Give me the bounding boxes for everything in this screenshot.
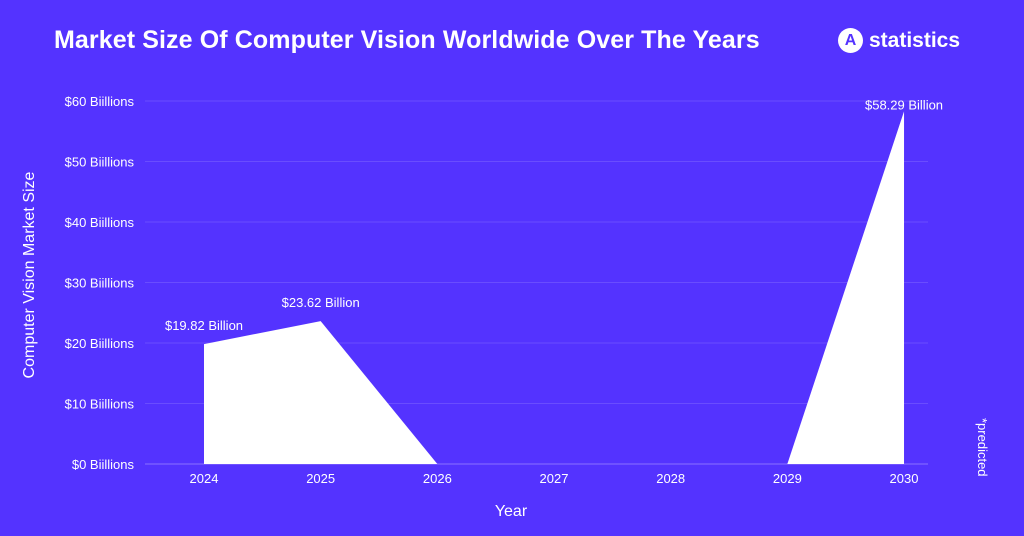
predicted-note: *predicted bbox=[975, 418, 990, 477]
x-tick-label: 2024 bbox=[190, 471, 219, 486]
y-tick-label: $10 Biillions bbox=[65, 397, 135, 412]
data-labels: $19.82 Billion $23.62 Billion $58.29 Billi… bbox=[165, 97, 943, 333]
y-tick-label: $50 Biillions bbox=[65, 155, 135, 170]
area-segment bbox=[204, 321, 438, 464]
x-tick-label: 2029 bbox=[773, 471, 802, 486]
area-series bbox=[204, 111, 905, 465]
x-tick-label: 2026 bbox=[423, 471, 452, 486]
x-axis-ticks: 2024 2025 2026 2027 2028 2029 2030 bbox=[190, 471, 919, 486]
y-tick-label: $0 Biillions bbox=[72, 457, 135, 472]
x-tick-label: 2030 bbox=[890, 471, 919, 486]
y-tick-label: $20 Biillions bbox=[65, 336, 135, 351]
area-segment bbox=[787, 111, 905, 465]
chart-title: Market Size Of Computer Vision Worldwide… bbox=[54, 26, 760, 54]
x-tick-label: 2028 bbox=[656, 471, 685, 486]
x-tick-label: 2027 bbox=[540, 471, 569, 486]
y-axis-ticks: $0 Biillions $10 Biillions $20 Biillions $3… bbox=[65, 94, 135, 472]
data-label: $23.62 Billion bbox=[282, 295, 360, 310]
brand-name: statistics bbox=[869, 28, 961, 52]
statistics-logo-icon: A bbox=[838, 28, 863, 53]
y-tick-label: $60 Biillions bbox=[65, 94, 135, 109]
x-axis-title: Year bbox=[495, 503, 528, 520]
y-tick-label: $30 Biillions bbox=[65, 276, 135, 291]
data-label: $58.29 Billion bbox=[865, 97, 943, 112]
brand: A statistics bbox=[838, 28, 960, 53]
y-axis-title: Computer Vision Market Size bbox=[21, 171, 38, 378]
y-tick-label: $40 Biillions bbox=[65, 215, 135, 230]
data-label: $19.82 Billion bbox=[165, 318, 243, 333]
x-tick-label: 2025 bbox=[306, 471, 335, 486]
